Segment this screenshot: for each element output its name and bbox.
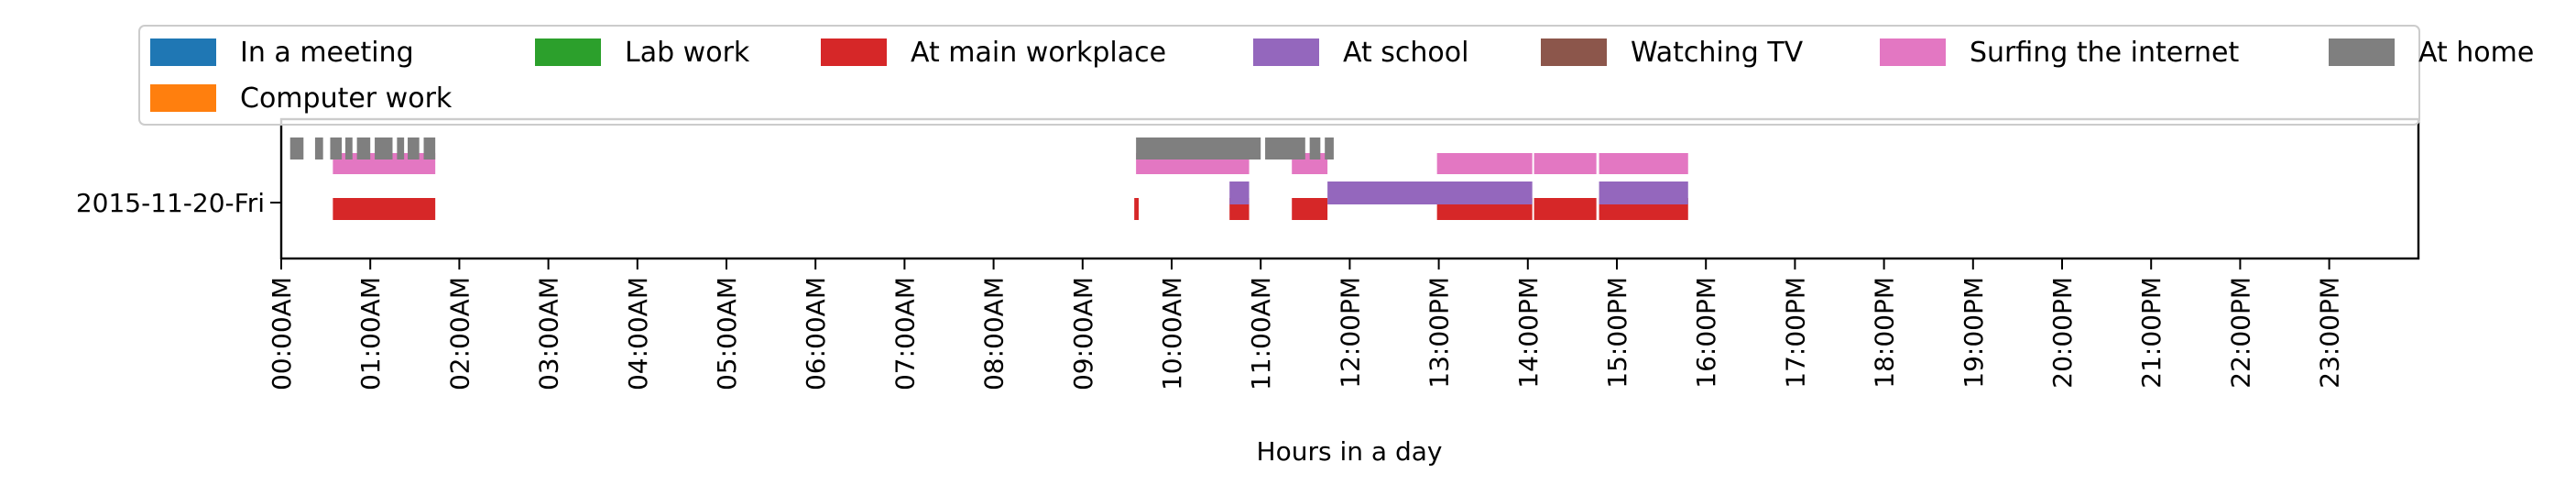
surfing-the-internet-bar-3 bbox=[1436, 153, 1533, 174]
x-axis-ticks: 00:00AM 01:00AM 02:00AM 03:00AM 04:00AM 05:00… bbox=[267, 258, 2345, 390]
surfing-the-internet-legend-label: Surfing the internet bbox=[1970, 37, 2239, 69]
x-tick-label: 11:00AM bbox=[1246, 277, 1276, 390]
watching-tv-legend-swatch bbox=[1541, 38, 1607, 66]
computer-work-legend-label: Computer work bbox=[240, 82, 453, 115]
at-home-legend-swatch bbox=[2329, 38, 2395, 66]
x-tick-label: 07:00AM bbox=[890, 277, 920, 390]
x-tick-label: 15:00PM bbox=[1602, 277, 1632, 389]
x-tick-label: 17:00PM bbox=[1780, 277, 1810, 389]
x-tick-label: 01:00AM bbox=[355, 277, 386, 390]
x-tick-label: 18:00PM bbox=[1870, 277, 1900, 389]
at-school-bar-0 bbox=[1229, 182, 1250, 204]
at-home-bar-0 bbox=[289, 138, 304, 160]
at-home-bar-5 bbox=[375, 138, 393, 160]
x-tick-label: 09:00AM bbox=[1068, 277, 1098, 390]
x-tick-label: 06:00AM bbox=[801, 277, 831, 390]
lab-work-legend-swatch bbox=[535, 38, 601, 66]
x-tick-label: 08:00AM bbox=[979, 277, 1010, 390]
at-main-workplace-legend-swatch bbox=[821, 38, 887, 66]
at-home-bar-11 bbox=[1309, 138, 1321, 160]
in-a-meeting-legend-swatch bbox=[150, 38, 216, 66]
x-tick-label: 02:00AM bbox=[444, 277, 475, 390]
x-tick-label: 03:00AM bbox=[534, 277, 564, 390]
lab-work-legend-label: Lab work bbox=[625, 37, 750, 69]
surfing-the-internet-bar-5 bbox=[1599, 153, 1688, 174]
at-home-bar-10 bbox=[1265, 138, 1305, 160]
activity-bars bbox=[289, 138, 1688, 220]
y-tick-label: 2015-11-20-Fri bbox=[76, 188, 265, 218]
x-tick-label: 14:00PM bbox=[1513, 277, 1544, 389]
x-tick-label: 05:00AM bbox=[712, 277, 742, 390]
at-home-bar-2 bbox=[330, 138, 343, 160]
surfing-the-internet-legend-swatch bbox=[1880, 38, 1946, 66]
at-home-bar-6 bbox=[397, 138, 405, 160]
surfing-the-internet-bar-4 bbox=[1534, 153, 1597, 174]
at-home-legend-label: At home bbox=[2418, 37, 2534, 69]
x-tick-label: 13:00PM bbox=[1424, 277, 1455, 389]
legend-frame bbox=[138, 25, 2420, 126]
at-school-bar-1 bbox=[1327, 182, 1533, 204]
in-a-meeting-legend-label: In a meeting bbox=[240, 37, 414, 69]
watching-tv-legend-label: Watching TV bbox=[1631, 37, 1804, 69]
computer-work-legend-swatch bbox=[150, 84, 216, 112]
x-tick-label: 21:00PM bbox=[2136, 277, 2167, 389]
x-tick-label: 04:00AM bbox=[623, 277, 653, 390]
at-home-bar-1 bbox=[314, 138, 323, 160]
x-tick-label: 10:00AM bbox=[1157, 277, 1187, 390]
at-home-bar-3 bbox=[344, 138, 353, 160]
y-axis-ticks: 2015-11-20-Fri bbox=[76, 188, 281, 218]
x-axis-label: Hours in a day bbox=[1257, 436, 1443, 467]
at-home-bar-12 bbox=[1325, 138, 1334, 160]
x-tick-label: 16:00PM bbox=[1691, 277, 1721, 389]
at-home-bar-8 bbox=[423, 138, 436, 160]
at-main-workplace-bar-3 bbox=[1292, 198, 1328, 220]
legend: In a meeting Lab work At main workplace At … bbox=[138, 25, 2534, 126]
x-tick-label: 12:00PM bbox=[1335, 277, 1365, 389]
x-tick-label: 00:00AM bbox=[267, 277, 297, 390]
at-home-bar-9 bbox=[1136, 138, 1261, 160]
at-home-bar-4 bbox=[356, 138, 371, 160]
at-school-legend-label: At school bbox=[1343, 37, 1468, 69]
at-main-workplace-bar-5 bbox=[1534, 198, 1597, 220]
at-main-workplace-bar-0 bbox=[333, 198, 436, 220]
x-tick-label: 23:00PM bbox=[2315, 277, 2345, 389]
x-tick-label: 22:00PM bbox=[2225, 277, 2255, 389]
at-school-legend-swatch bbox=[1253, 38, 1319, 66]
at-main-workplace-legend-label: At main workplace bbox=[911, 37, 1166, 69]
x-tick-label: 19:00PM bbox=[1959, 277, 1989, 389]
at-main-workplace-bar-1 bbox=[1134, 198, 1140, 220]
at-home-bar-7 bbox=[408, 138, 420, 160]
at-school-bar-2 bbox=[1599, 182, 1688, 204]
x-tick-label: 20:00PM bbox=[2047, 277, 2078, 389]
